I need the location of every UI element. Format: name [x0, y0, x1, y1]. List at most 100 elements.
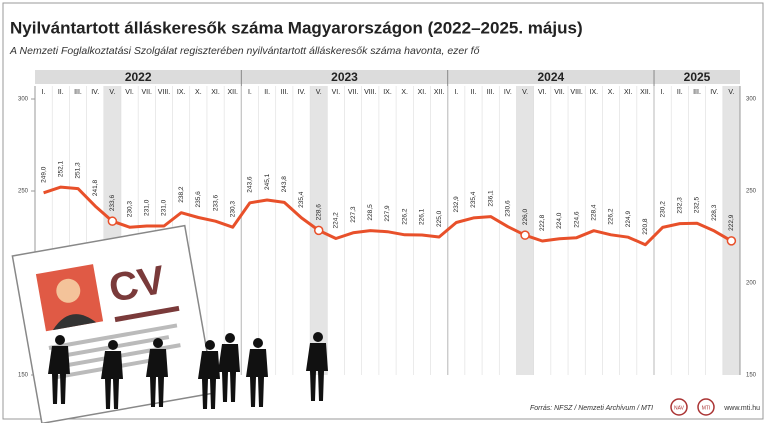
x-tick-label: VII.: [142, 89, 153, 96]
cv-body: [52, 314, 97, 331]
x-tick-label: II.: [264, 89, 270, 96]
value-label: 230,6: [505, 200, 512, 217]
cv-head: [56, 278, 81, 303]
url: www.mti.hu: [723, 405, 760, 412]
silhouette-head: [253, 338, 263, 348]
silhouette-head: [225, 333, 235, 343]
value-label: 249,0: [40, 166, 47, 183]
source: Forrás: NFSZ / Nemzeti Archívum / MTI: [530, 405, 653, 412]
x-tick-label: XI.: [211, 89, 220, 96]
y-tick-label: 300: [18, 97, 29, 103]
value-label: 233,6: [212, 195, 219, 212]
value-label: 230,3: [126, 201, 133, 218]
value-label: 232,5: [694, 197, 701, 214]
x-tick-label: V.: [728, 89, 734, 96]
logo-text: MTI: [702, 405, 711, 411]
x-tick-label: II.: [677, 89, 683, 96]
marker: [107, 216, 118, 226]
value-label: 227,9: [384, 205, 391, 222]
value-label: 228,3: [711, 204, 718, 221]
value-label: 222,9: [728, 214, 735, 231]
silhouette-head: [55, 335, 65, 345]
x-tick-label: IX.: [590, 89, 599, 96]
x-tick-label: VII.: [554, 89, 565, 96]
year-band: [35, 70, 740, 84]
value-label: 235,4: [298, 191, 305, 208]
value-label: 230,3: [229, 201, 236, 218]
year-label: 2024: [538, 70, 565, 84]
x-tick-label: III.: [487, 89, 495, 96]
x-tick-label: II.: [58, 89, 64, 96]
x-tick-label: XI.: [418, 89, 427, 96]
value-label: 236,1: [487, 190, 494, 207]
y-tick-label: 250: [18, 189, 29, 195]
x-tick-label: III.: [280, 89, 288, 96]
silhouette-head: [108, 340, 118, 350]
x-tick-label: III.: [693, 89, 701, 96]
value-label: 226,2: [608, 208, 615, 225]
cv-line: [48, 323, 178, 350]
x-tick-label: IV.: [710, 89, 718, 96]
y-tick-label: 300: [746, 97, 757, 103]
value-label: 228,4: [591, 204, 598, 221]
x-tick-label: IX.: [383, 89, 392, 96]
value-label: 252,1: [58, 160, 65, 177]
value-label: 224,9: [625, 211, 632, 228]
value-label: 227,3: [350, 206, 357, 223]
value-label: 243,6: [247, 176, 254, 193]
value-label: 228,6: [315, 204, 322, 221]
value-label: 251,3: [75, 162, 82, 179]
marker: [520, 230, 530, 240]
x-tick-label: IV.: [91, 89, 99, 96]
silhouette-head: [313, 332, 323, 342]
y-tick-label: 150: [746, 373, 757, 379]
value-label: 226,2: [401, 208, 408, 225]
value-label: 233,6: [109, 195, 116, 212]
x-tick-label: VI.: [125, 89, 134, 96]
logo: [697, 398, 715, 416]
y-tick-label: 200: [746, 281, 757, 287]
x-tick-label: V.: [522, 89, 528, 96]
value-label: 232,9: [453, 196, 460, 213]
value-label: 225,0: [436, 210, 443, 227]
x-tick-label: X.: [195, 89, 202, 96]
year-label: 2023: [331, 70, 358, 84]
x-tick-label: I.: [661, 89, 665, 96]
silhouette-body: [101, 351, 123, 409]
logo: [670, 398, 688, 416]
x-tick-label: X.: [608, 89, 615, 96]
marker: [726, 236, 737, 246]
x-tick-label: III.: [74, 89, 82, 96]
x-tick-label: IX.: [177, 89, 186, 96]
y-tick-label: 150: [18, 373, 29, 379]
value-label: 228,5: [367, 204, 374, 221]
silhouette-body: [146, 349, 168, 407]
value-label: 224,0: [556, 212, 563, 229]
x-tick-label: I.: [454, 89, 458, 96]
silhouette-head: [153, 338, 163, 348]
x-tick-label: XII.: [227, 89, 238, 96]
x-tick-label: I.: [248, 89, 252, 96]
value-label: 231,0: [143, 199, 150, 216]
x-tick-label: XI.: [624, 89, 633, 96]
x-tick-label: VIII.: [364, 89, 377, 96]
value-label: 224,6: [573, 211, 580, 228]
x-tick-label: II.: [471, 89, 477, 96]
chart-title: Nyilvántartott álláskeresők száma Magyar…: [10, 18, 583, 37]
value-label: 226,1: [419, 208, 426, 225]
x-tick-label: V.: [109, 89, 115, 96]
illustration: CV: [11, 224, 328, 425]
x-tick-label: IV.: [298, 89, 306, 96]
y-tick-label: 250: [746, 189, 757, 195]
value-label: 241,8: [92, 179, 99, 196]
silhouette-head: [205, 340, 215, 350]
series-line: [43, 185, 733, 247]
year-label: 2022: [125, 70, 152, 84]
x-tick-label: XII.: [640, 89, 651, 96]
marker: [313, 225, 324, 236]
silhouette-body: [218, 344, 240, 402]
cv-text: CV: [106, 258, 169, 311]
year-label: 2025: [684, 70, 711, 84]
x-tick-label: XII.: [434, 89, 445, 96]
